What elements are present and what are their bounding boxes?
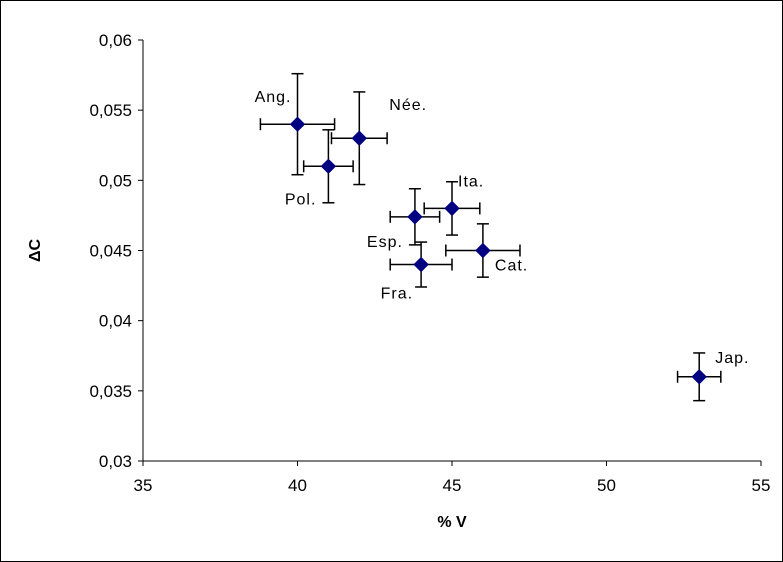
data-point-marker bbox=[320, 158, 337, 175]
y-tick-label: 0,06 bbox=[99, 31, 132, 50]
y-tick-label: 0,045 bbox=[89, 242, 132, 261]
data-point-label: Ang. bbox=[255, 89, 292, 106]
data-point-marker bbox=[691, 369, 707, 385]
data-markers bbox=[289, 116, 707, 385]
x-tick-label: 50 bbox=[597, 476, 616, 495]
y-tick-label: 0,035 bbox=[89, 382, 132, 401]
data-point-label: Ita. bbox=[458, 173, 484, 190]
data-point-label: Jap. bbox=[715, 350, 749, 367]
data-point-label: Fra. bbox=[381, 286, 413, 303]
data-point-marker bbox=[413, 256, 429, 273]
data-point-label: Esp. bbox=[367, 234, 403, 251]
x-tick-label: 45 bbox=[443, 476, 462, 495]
data-point-label: Cat. bbox=[495, 258, 528, 275]
y-tick-label: 0,03 bbox=[99, 452, 132, 471]
data-point-marker bbox=[289, 116, 306, 132]
point-labels: Ang. Née. Pol. Ita. Esp. Cat. Fra. Jap. bbox=[255, 89, 749, 367]
data-point-marker bbox=[351, 130, 368, 146]
x-tick-label: 55 bbox=[752, 476, 771, 495]
data-point-marker bbox=[444, 200, 460, 217]
data-point-marker bbox=[475, 242, 491, 259]
x-axis-title: % V bbox=[437, 514, 467, 531]
y-axis-title: ΔC bbox=[27, 239, 44, 263]
x-tick-label: 35 bbox=[134, 476, 153, 495]
y-tick-label: 0,055 bbox=[89, 101, 132, 120]
axes bbox=[138, 39, 762, 466]
y-tick-label: 0,05 bbox=[99, 171, 132, 190]
data-point-label: Née. bbox=[389, 97, 427, 114]
error-bars bbox=[259, 72, 722, 402]
data-point-marker bbox=[407, 209, 423, 225]
y-tick-label: 0,04 bbox=[99, 312, 132, 331]
data-point-label: Pol. bbox=[285, 191, 317, 208]
x-tick-label: 40 bbox=[288, 476, 307, 495]
tick-labels: 0,03 0,035 0,04 0,045 0,05 0,055 0,06 35 40 45 50 5… bbox=[89, 31, 770, 495]
